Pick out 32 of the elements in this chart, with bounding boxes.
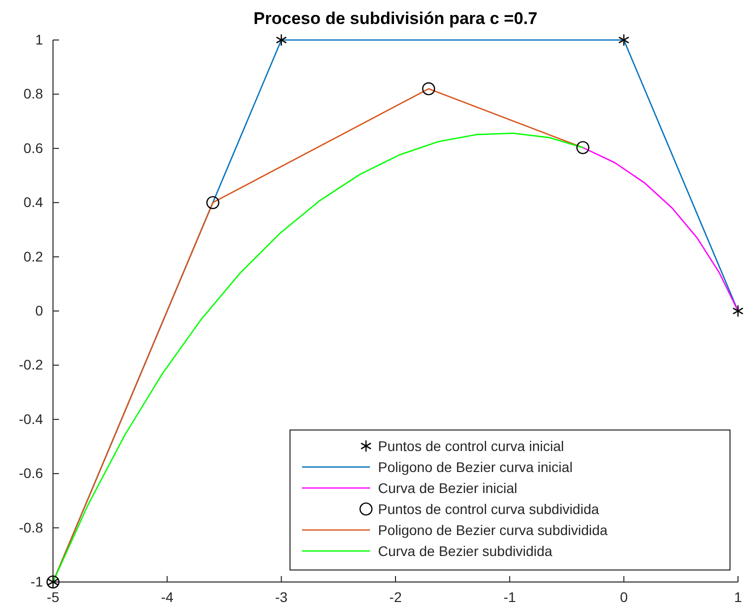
point bbox=[276, 34, 287, 46]
point bbox=[422, 82, 436, 96]
line-series bbox=[582, 146, 739, 312]
point bbox=[618, 34, 630, 46]
legend-label: Curva de Bezier subdividida bbox=[378, 543, 553, 559]
y-tick-label: -1 bbox=[30, 573, 44, 590]
y-tick-label: -0.6 bbox=[18, 465, 44, 482]
legend-label: Puntos de control curva inicial bbox=[378, 438, 564, 454]
point bbox=[206, 196, 220, 210]
chart-title: Proceso de subdivisión para c =0.7 bbox=[254, 9, 538, 28]
y-tick-label: 0 bbox=[35, 302, 44, 318]
legend-label: Puntos de control curva subdividida bbox=[378, 501, 600, 517]
x-tick-label: -2 bbox=[389, 588, 402, 605]
legend-label: Poligono de Bezier curva subdividida bbox=[378, 522, 608, 538]
legend-label: Poligono de Bezier curva inicial bbox=[378, 459, 573, 475]
x-tick-label: 0 bbox=[620, 588, 628, 605]
x-tick-label: -3 bbox=[275, 588, 288, 605]
x-tick-label: -1 bbox=[503, 588, 516, 605]
x-tick-label: -5 bbox=[46, 588, 60, 605]
y-tick-label: 1 bbox=[35, 31, 44, 48]
y-tick-label: 0.2 bbox=[24, 248, 44, 264]
y-tick-label: -0.4 bbox=[18, 410, 44, 427]
y-tick-label: 0.6 bbox=[24, 140, 44, 156]
y-tick-label: -0.2 bbox=[18, 356, 44, 373]
x-tick-label: -4 bbox=[160, 588, 174, 605]
x-tick-label: 1 bbox=[734, 588, 742, 605]
y-tick-label: -0.8 bbox=[18, 519, 44, 536]
point bbox=[576, 141, 590, 154]
y-tick-label: 0.4 bbox=[24, 194, 44, 210]
point bbox=[732, 304, 744, 318]
legend-label: Curva de Bezier inicial bbox=[378, 480, 518, 496]
y-tick-label: 0.8 bbox=[24, 86, 44, 102]
